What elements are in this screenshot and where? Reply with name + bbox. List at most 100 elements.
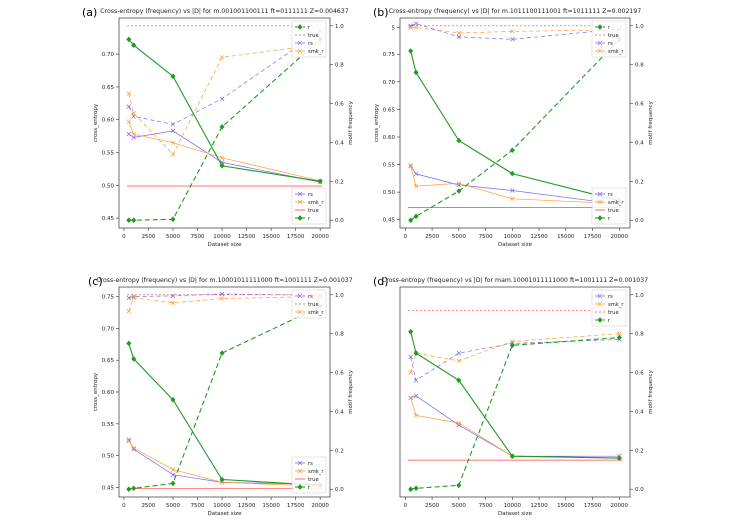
x-tick-label: 15000 — [557, 503, 575, 509]
x-tick-label: 17500 — [584, 234, 602, 240]
series-r — [408, 48, 622, 204]
data-point — [408, 354, 413, 360]
data-point — [297, 191, 303, 197]
data-point — [170, 472, 176, 477]
legend-label: smk_r — [608, 302, 624, 308]
data-point — [408, 328, 414, 335]
x-tick-label: 15000 — [262, 234, 280, 240]
y-tick-label: 5 — [392, 25, 396, 31]
x-tick-label: 0 — [404, 503, 408, 509]
series-line — [128, 38, 321, 221]
data-point — [131, 356, 137, 362]
y2-tick-label: 0.2 — [635, 179, 644, 185]
chart-title: Cross-entropy (frequency) vs |D| for m.1… — [389, 8, 642, 15]
x-tick-label: 5000 — [166, 503, 180, 509]
data-point — [597, 301, 603, 307]
data-point — [126, 119, 132, 124]
data-point — [170, 122, 176, 127]
legend-label: rs — [308, 192, 313, 198]
data-point — [413, 378, 419, 383]
data-point — [131, 447, 136, 452]
series-smk_r — [126, 119, 323, 183]
series-line — [410, 27, 620, 34]
data-point — [456, 30, 462, 36]
series-line — [128, 43, 321, 156]
data-point — [219, 162, 225, 169]
data-point — [597, 191, 603, 197]
x-tick-label: 17500 — [287, 503, 305, 509]
data-point — [617, 331, 622, 336]
data-point — [126, 295, 132, 301]
x-tick-label: 10000 — [504, 503, 522, 509]
panel-label: (c) — [88, 275, 103, 288]
y2-tick-label: 0.0 — [335, 487, 344, 493]
chart-title: Cross-entropy (frequency) vs |D| for m.0… — [100, 8, 349, 15]
data-point — [131, 131, 136, 137]
series-line — [128, 439, 321, 485]
data-point — [131, 135, 136, 140]
legend-top-right: r true rs smk_r — [591, 20, 627, 58]
series-line — [410, 50, 620, 202]
y-tick-label: 0.45 — [102, 216, 115, 222]
data-point — [126, 36, 132, 43]
panel-1: (a) Cross-entropy (frequency) vs |D| for … — [82, 6, 354, 248]
data-point — [413, 69, 419, 76]
legend-label: smk_r — [308, 469, 324, 475]
series-r — [408, 328, 622, 462]
data-point — [297, 215, 303, 221]
y2-tick-label: 1.0 — [635, 293, 644, 299]
data-point — [456, 377, 462, 384]
y2-tick-label: 0.6 — [635, 371, 644, 377]
x-tick-label: 12500 — [238, 234, 256, 240]
data-point — [131, 445, 136, 451]
data-point — [131, 485, 137, 492]
legend-label: r — [308, 216, 311, 222]
x-tick-label: 20000 — [311, 503, 329, 509]
data-point — [509, 170, 515, 177]
series-line — [128, 296, 321, 312]
series-line — [128, 343, 321, 486]
series-rs — [408, 393, 622, 459]
x-tick-label: 17500 — [287, 234, 305, 240]
data-point — [170, 480, 176, 487]
x-tick-label: 5000 — [452, 234, 466, 240]
y2-tick-label: 1.0 — [335, 293, 344, 299]
data-point — [509, 342, 515, 349]
x-tick-label: 20000 — [311, 234, 329, 240]
legend-label: true — [608, 310, 619, 316]
data-point — [219, 123, 225, 130]
data-point — [510, 29, 515, 34]
data-point — [297, 40, 303, 46]
legend-label: rs — [608, 294, 613, 300]
plot-frame — [399, 286, 631, 498]
series-line — [410, 166, 620, 205]
data-point — [509, 453, 515, 460]
x-tick-label: 2500 — [141, 234, 155, 240]
legend-label: true — [308, 302, 319, 308]
data-point — [170, 216, 176, 223]
y-tick-label: 0.65 — [383, 107, 396, 113]
y2-tick-label: 0.6 — [635, 102, 644, 108]
data-point — [297, 48, 303, 54]
y-tick-label: 0.55 — [102, 422, 115, 428]
y-tick-label: 0.75 — [383, 52, 396, 58]
data-point — [597, 293, 603, 299]
data-point — [413, 213, 419, 220]
data-point — [413, 21, 419, 26]
data-point — [126, 104, 132, 109]
data-point — [170, 152, 176, 157]
data-point — [597, 199, 603, 205]
x-axis-label: Dataset size — [208, 511, 243, 517]
plot-frame — [399, 17, 631, 229]
data-point — [170, 73, 176, 80]
data-point — [126, 437, 132, 442]
x-axis-label: Dataset size — [498, 511, 533, 517]
data-point — [616, 334, 622, 341]
data-point — [297, 460, 303, 466]
y2-tick-label: 0.4 — [335, 140, 344, 146]
x-tick-label: 20000 — [611, 234, 629, 240]
data-point — [510, 196, 515, 202]
data-point — [126, 308, 132, 314]
series-rs — [408, 337, 622, 383]
